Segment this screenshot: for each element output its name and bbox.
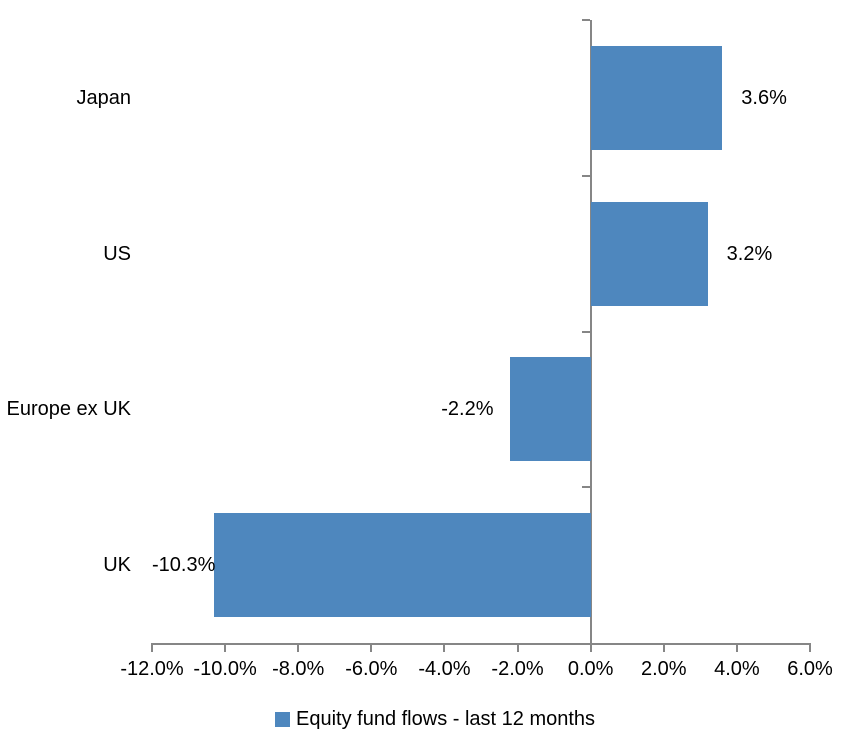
bar-value-label: 3.6% (741, 86, 787, 109)
category-label: US (103, 242, 131, 265)
legend-label: Equity fund flows - last 12 months (296, 708, 596, 730)
x-axis-tick (516, 643, 519, 652)
category-axis-tick (581, 330, 590, 333)
bar (214, 513, 591, 618)
x-axis-tick (662, 643, 665, 652)
x-tick-label: -6.0% (345, 658, 398, 680)
value-axis-line (151, 643, 811, 645)
category-axis-tick (581, 19, 590, 21)
x-axis-tick (809, 643, 811, 652)
x-axis-tick (589, 643, 592, 652)
x-axis-tick (151, 643, 153, 652)
x-tick-label: -8.0% (272, 658, 325, 680)
bar-value-label: 3.2% (726, 242, 773, 265)
x-tick-label: 6.0% (787, 658, 833, 680)
x-tick-label: 4.0% (714, 658, 760, 680)
category-label: UK (103, 554, 131, 577)
category-axis-line (589, 20, 592, 650)
x-tick-label: -10.0% (193, 658, 257, 680)
x-axis-tick (297, 643, 300, 652)
x-tick-label: -2.0% (491, 658, 544, 680)
x-axis-tick (224, 643, 227, 652)
x-axis-tick (735, 643, 738, 652)
bar-value-label: -2.2% (441, 398, 494, 421)
legend-marker-icon (275, 711, 290, 727)
x-tick-label: 2.0% (640, 658, 687, 680)
x-axis-tick (370, 643, 373, 652)
x-tick-label: -4.0% (418, 658, 471, 680)
category-axis-tick (581, 174, 590, 177)
category-label: Japan (76, 86, 132, 109)
bar (590, 201, 708, 306)
bar-value-label: -10.3% (152, 554, 216, 577)
x-tick-label: -12.0% (120, 658, 184, 680)
bar (590, 45, 723, 150)
bar (510, 357, 591, 462)
x-tick-label: 0.0% (567, 658, 614, 680)
x-axis-tick (443, 643, 446, 652)
chart-legend: Equity fund flows - last 12 months (275, 709, 595, 729)
category-axis-tick (581, 486, 590, 489)
category-label: Europe ex UK (6, 398, 131, 421)
